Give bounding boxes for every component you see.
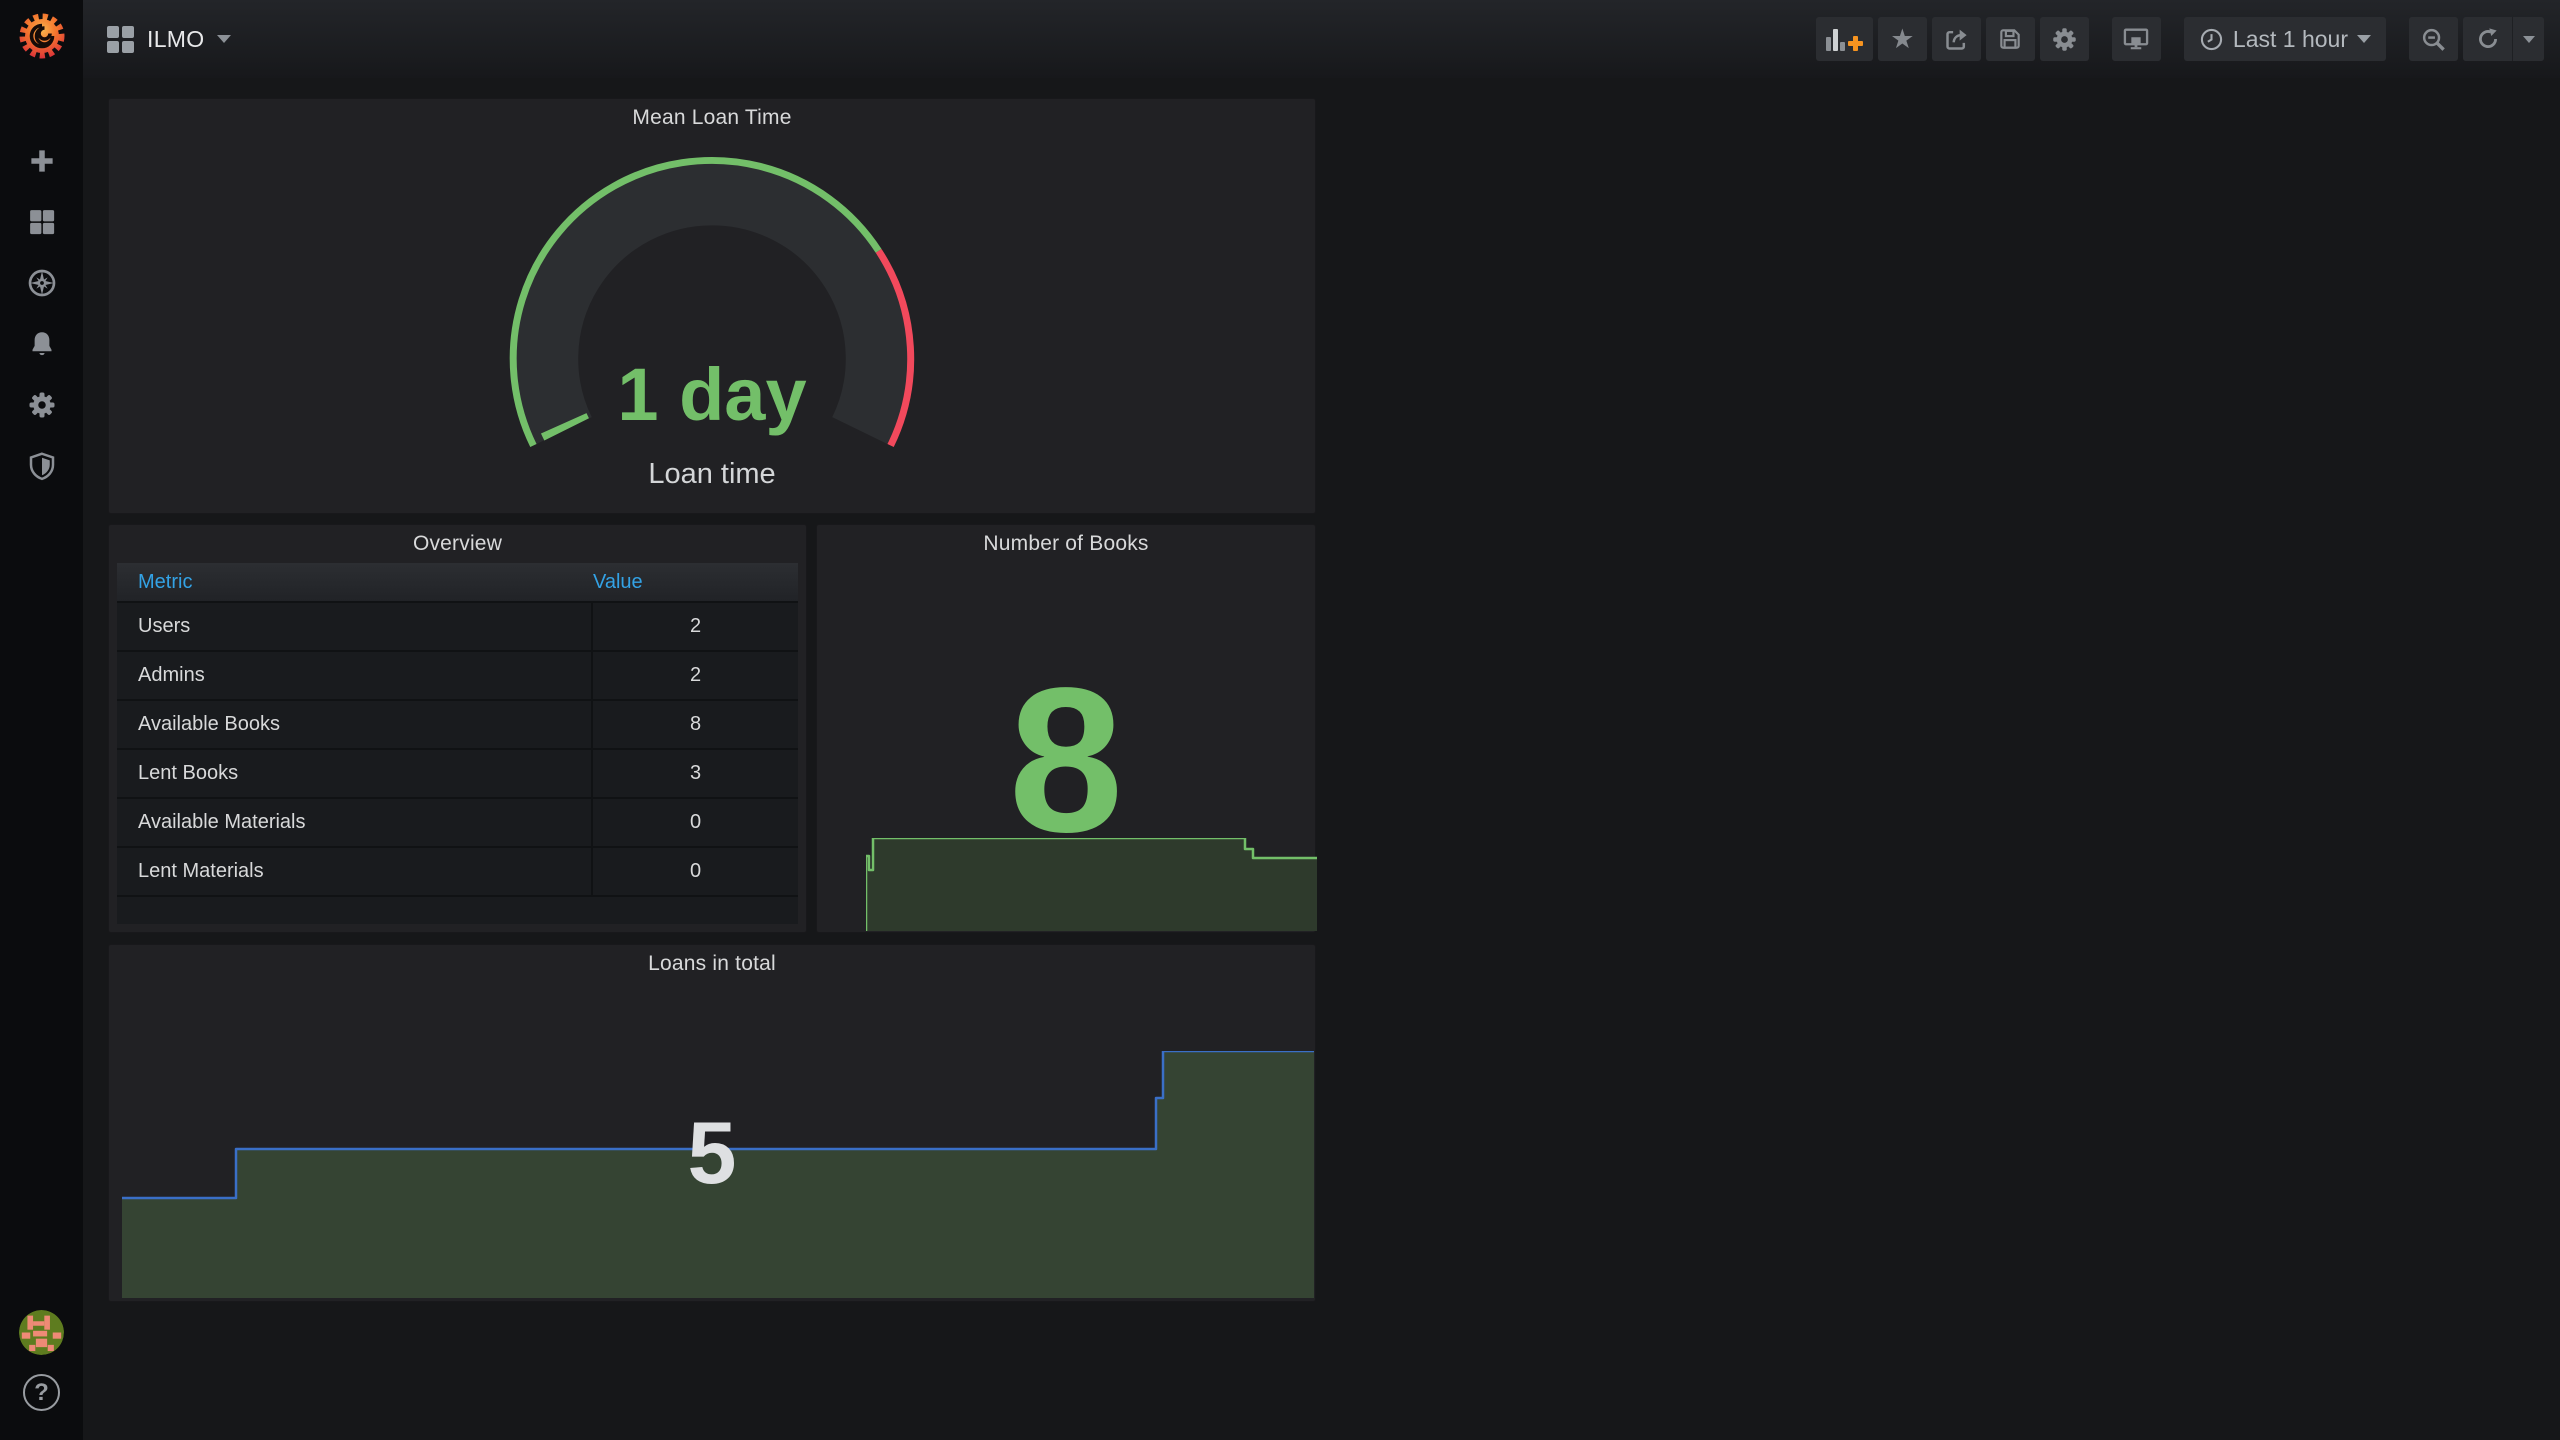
refresh-icon [2478, 28, 2497, 49]
table-row: Admins 2 [117, 652, 798, 701]
table-cell-metric: Admins [117, 652, 593, 699]
panel-overview: Overview Metric Value Users 2 Admins 2 Avail… [108, 524, 807, 933]
sidebar-item-explore[interactable] [25, 268, 59, 298]
sidebar-item-dashboards[interactable] [25, 207, 59, 237]
table-cell-value: 0 [689, 811, 702, 833]
avatar-image [19, 1310, 64, 1355]
gauge-threshold-red-arc [875, 248, 915, 448]
sparkline-line [866, 838, 1317, 931]
share-icon [1946, 29, 1967, 50]
cycle-view-mode-button[interactable] [2111, 17, 2161, 61]
grafana-logo-icon [19, 13, 65, 59]
dashboard-grid-icon [107, 25, 134, 53]
chevron-down-icon [2522, 35, 2535, 43]
sidebar-item-alerting[interactable] [25, 329, 59, 359]
add-panel-icon [1825, 27, 1863, 51]
column-header-metric[interactable]: Metric [138, 570, 193, 593]
gauge-field-label: Loan time [648, 458, 776, 490]
star-icon: ★ [1890, 23, 1915, 54]
grafana-logo[interactable] [18, 12, 66, 60]
gauge-chart [509, 156, 915, 448]
sidebar: ? [0, 0, 83, 1440]
table-row: Lent Books 3 [117, 750, 798, 799]
chevron-down-icon [217, 35, 232, 43]
sidebar-item-create[interactable] [25, 146, 59, 176]
sparkline-fill [866, 838, 1317, 931]
panel-title[interactable]: Loans in total [648, 952, 776, 975]
sparkline-number-of-books [866, 838, 1317, 931]
table-cell-value: 2 [689, 615, 702, 637]
table-cell-metric: Users [117, 603, 593, 650]
save-dashboard-button[interactable] [1985, 17, 2035, 61]
table-header-row: Metric Value [117, 563, 798, 603]
table-cell-value: 3 [689, 762, 702, 784]
table-body: Users 2 Admins 2 Available Books 8 Lent Books 3… [117, 603, 798, 897]
panel-loans-in-total: Loans in total 5 [108, 944, 1316, 1302]
help-icon: ? [34, 1378, 49, 1406]
sparkline-fill [122, 1051, 1314, 1298]
sidebar-menu [0, 146, 83, 481]
save-icon [2000, 29, 2021, 49]
table-cell-metric: Available Books [117, 701, 593, 748]
table-row: Available Materials 0 [117, 799, 798, 848]
shield-icon [29, 452, 54, 481]
gauge-value-arc [540, 413, 590, 441]
navbar: ILMO ★ [83, 0, 2560, 78]
table-cell-metric: Available Materials [117, 799, 593, 846]
table-cell-metric: Lent Books [117, 750, 593, 797]
dashboard-title-button[interactable]: ILMO [107, 25, 232, 53]
help-button[interactable]: ? [23, 1374, 60, 1411]
panel-mean-loan-time: Mean Loan Time 1 day Loan time [108, 98, 1316, 514]
dashboards-icon [29, 210, 54, 235]
sparkline-loans-in-total [122, 1051, 1314, 1298]
time-range-label: Last 1 hour [2232, 25, 2348, 52]
bell-icon [32, 332, 51, 356]
compass-icon [28, 269, 55, 297]
table-cell-value: 2 [689, 664, 702, 686]
panel-title[interactable]: Number of Books [983, 532, 1149, 555]
clock-icon [2200, 28, 2223, 50]
panel-title[interactable]: Mean Loan Time [632, 106, 792, 129]
table-cell-metric: Lent Materials [117, 848, 593, 895]
table-cell-value: 8 [689, 713, 702, 735]
sidebar-item-server-admin[interactable] [25, 451, 59, 481]
navbar-actions: ★ [1815, 17, 2544, 61]
chevron-down-icon [2357, 35, 2371, 43]
zoom-out-icon [2422, 28, 2445, 51]
monitor-icon [2124, 28, 2149, 50]
stat-value-number-of-books: 8 [1008, 645, 1124, 875]
zoom-out-time-button[interactable] [2409, 17, 2458, 61]
gauge-face-arc [516, 163, 908, 445]
refresh-button-group [2463, 17, 2544, 61]
gear-icon [2053, 27, 2076, 51]
table-row: Available Books 8 [117, 701, 798, 750]
sidebar-item-configuration[interactable] [25, 390, 59, 420]
gauge-threshold-green-arc [509, 156, 882, 448]
plus-icon [30, 150, 53, 172]
refresh-button[interactable] [2463, 17, 2512, 61]
star-dashboard-button[interactable]: ★ [1877, 17, 1927, 61]
table-row: Lent Materials 0 [117, 848, 798, 897]
add-panel-button[interactable] [1815, 17, 1873, 61]
column-header-value[interactable]: Value [593, 570, 643, 593]
stat-value-loans-in-total: 5 [687, 1103, 737, 1202]
share-dashboard-button[interactable] [1931, 17, 1981, 61]
gear-icon [29, 392, 54, 418]
panel-title[interactable]: Overview [412, 532, 503, 555]
table-cell-value: 0 [689, 860, 702, 882]
panel-number-of-books: Number of Books 8 [816, 524, 1317, 933]
sparkline-line [122, 1051, 1314, 1200]
gauge-value-text: 1 day [617, 353, 807, 436]
overview-table: Metric Value Users 2 Admins 2 Available Book… [117, 563, 798, 924]
dashboard-title: ILMO [147, 25, 205, 52]
table-row: Users 2 [117, 603, 798, 652]
user-avatar[interactable] [19, 1310, 64, 1355]
refresh-interval-dropdown[interactable] [2512, 17, 2544, 61]
dashboard-settings-button[interactable] [2039, 17, 2089, 61]
time-range-picker[interactable]: Last 1 hour [2183, 17, 2386, 61]
